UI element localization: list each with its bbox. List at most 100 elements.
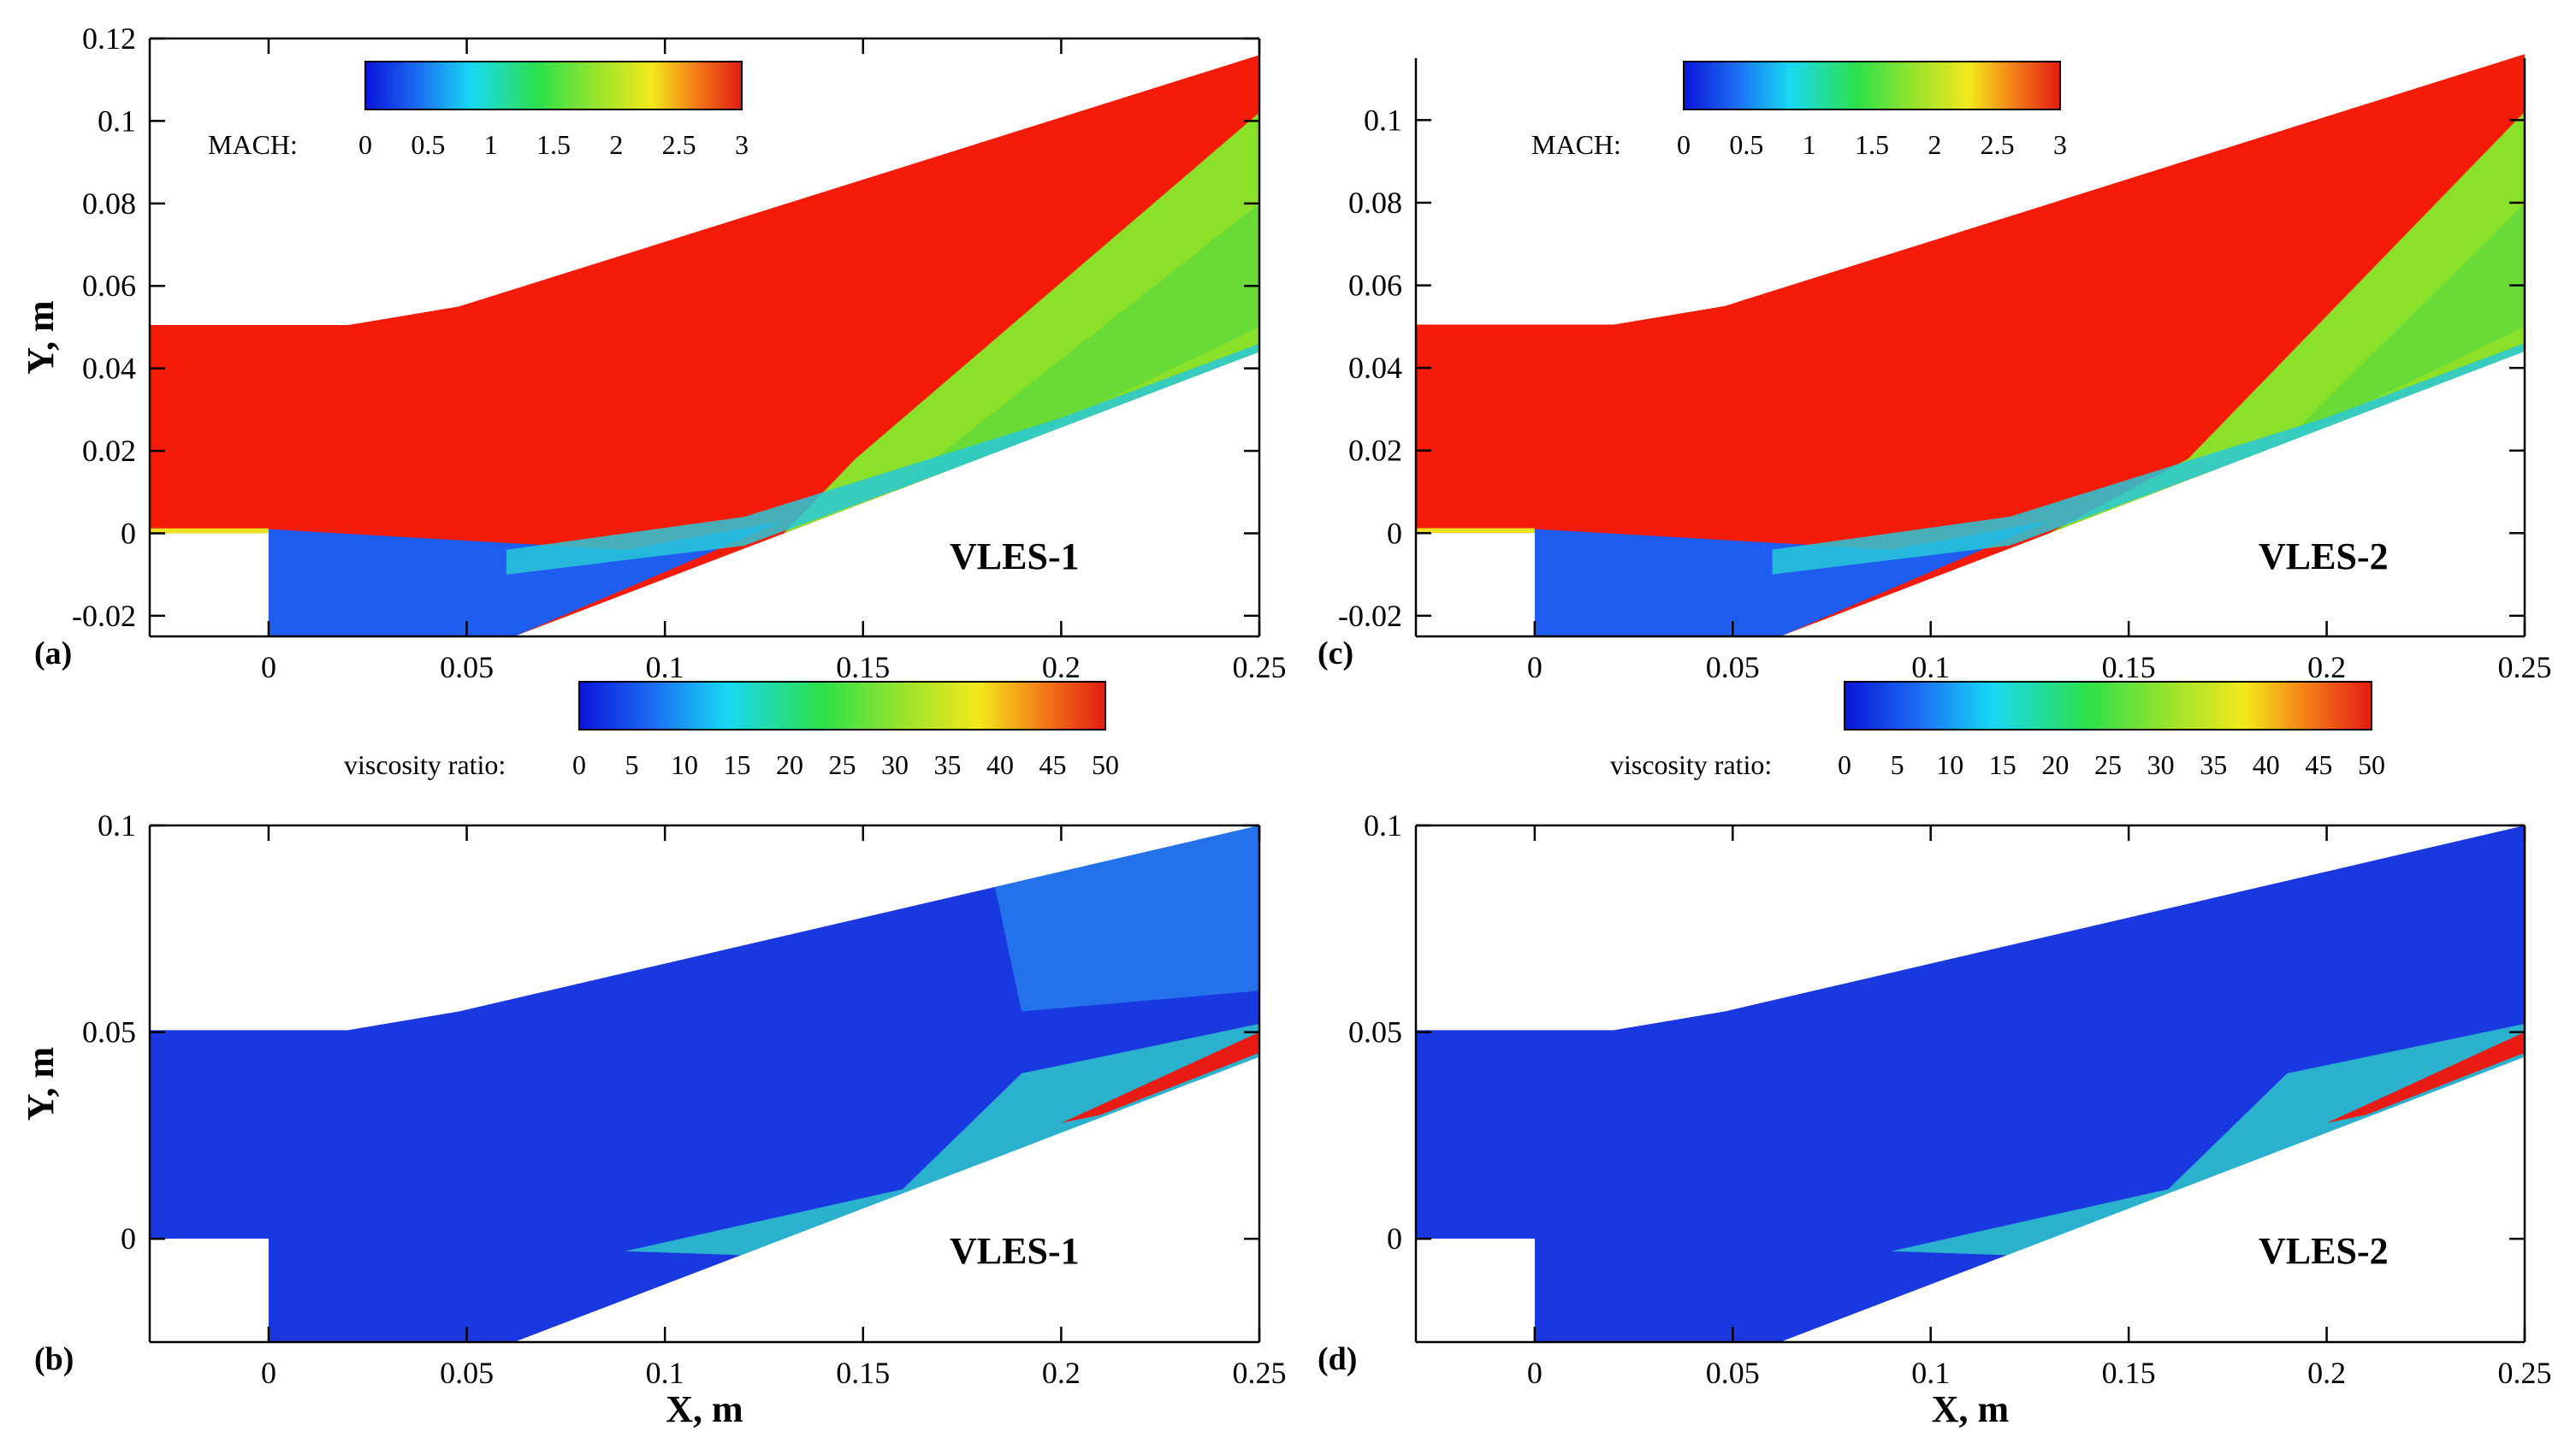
x-tick-label: 0 bbox=[261, 1356, 276, 1390]
contour-field bbox=[150, 55, 1259, 637]
x-tick-label: 0.1 bbox=[1911, 650, 1950, 684]
colorbar-tick-label: 40 bbox=[2253, 749, 2280, 780]
colorbar-tick-label: 20 bbox=[776, 749, 803, 780]
y-tick-label: 0.05 bbox=[82, 1015, 136, 1050]
x-tick-label: 0.15 bbox=[836, 1356, 890, 1390]
colorbar-tick-label: 1.5 bbox=[536, 129, 571, 160]
colorbar-tick-label: 0.5 bbox=[1729, 129, 1763, 160]
x-tick-label: 0 bbox=[261, 650, 276, 684]
y-tick-label: 0.06 bbox=[1348, 269, 1402, 303]
colorbar-tick-label: 2 bbox=[609, 129, 623, 160]
colorbar-tick-label: 5 bbox=[1891, 749, 1904, 780]
colorbar-label: viscosity ratio: bbox=[344, 749, 506, 780]
high-viscosity-region bbox=[1061, 1032, 1259, 1123]
post-shock-inner bbox=[2129, 203, 2525, 517]
y-tick-label: 0.04 bbox=[82, 352, 136, 386]
colorbar-tick-label: 30 bbox=[2147, 749, 2175, 780]
colorbar: MACH: 0 0.5 1 1.5 2 2.5 3 bbox=[1531, 61, 2067, 160]
inlet-boundary-layer bbox=[150, 528, 269, 534]
y-tick-label: 0.08 bbox=[1348, 186, 1402, 220]
colorbar-tick-label: 3 bbox=[2053, 129, 2067, 160]
colorbar-tick-label: 25 bbox=[829, 749, 856, 780]
x-tick-label: 0.25 bbox=[1233, 650, 1287, 684]
y-tick-label: 0.02 bbox=[82, 434, 136, 468]
post-shock-inner bbox=[862, 203, 1259, 518]
axes bbox=[1414, 58, 2526, 638]
x-tick-label: 0.15 bbox=[2102, 1356, 2156, 1390]
colorbar: viscosity ratio: 0 5 10 15 20 25 30 35 40 45 50 bbox=[1610, 681, 2385, 780]
colorbar: MACH: 0 0.5 1 1.5 2 2.5 3 bbox=[208, 61, 749, 160]
x-tick-label: 0.05 bbox=[1706, 650, 1760, 684]
colorbar-gradient bbox=[1683, 61, 2061, 110]
model-label: VLES-2 bbox=[2259, 535, 2389, 577]
turbulent-shear-layer bbox=[1891, 1023, 2525, 1256]
x-tick-label: 0.2 bbox=[1042, 1356, 1081, 1390]
axes bbox=[1414, 824, 2526, 1344]
y-tick-label: -0.02 bbox=[1338, 599, 1402, 633]
model-label: VLES-1 bbox=[950, 1230, 1080, 1272]
y-tick-label: 0.06 bbox=[82, 269, 136, 303]
post-shock-region bbox=[784, 112, 1259, 534]
contour-field bbox=[1416, 825, 2525, 1342]
model-label: VLES-1 bbox=[950, 535, 1080, 577]
panel-label: (b) bbox=[34, 1341, 74, 1377]
x-tick-label: 0.1 bbox=[646, 650, 684, 684]
y-tick-label: 0.05 bbox=[1348, 1015, 1402, 1050]
colorbar-tick-label: 1.5 bbox=[1855, 129, 1889, 160]
x-tick-label: 0 bbox=[1527, 650, 1543, 684]
x-tick-label: 0.2 bbox=[2307, 1356, 2346, 1390]
x-tick-label: 0.15 bbox=[2102, 650, 2156, 684]
shear-layer bbox=[506, 343, 1259, 575]
y-tick-label: -0.02 bbox=[72, 599, 136, 633]
axes bbox=[148, 37, 1261, 638]
panel-c: 0 0.05 0.1 0.15 0.2 0.25 -0.02 0 0.02 0.04 0.06 0.0… bbox=[1318, 54, 2552, 684]
panel-label: (c) bbox=[1318, 636, 1353, 671]
y-tick-label: 0 bbox=[1387, 516, 1402, 550]
colorbar-tick-label: 15 bbox=[1989, 749, 2016, 780]
colorbar-tick-label: 45 bbox=[1039, 749, 1067, 780]
x-tick-label: 0.05 bbox=[440, 1356, 494, 1390]
supersonic-region bbox=[1416, 54, 2525, 636]
colorbar-tick-label: 50 bbox=[1092, 749, 1119, 780]
x-tick-label: 0.25 bbox=[1233, 1356, 1287, 1390]
colorbar-tick-label: 0 bbox=[1677, 129, 1691, 160]
x-tick-label: 0.15 bbox=[836, 650, 890, 684]
colorbar-tick-label: 0 bbox=[572, 749, 586, 780]
x-tick-label: 0.25 bbox=[2498, 1356, 2552, 1390]
colorbar: viscosity ratio: 0 5 10 15 20 25 30 35 40 45 50 bbox=[344, 681, 1119, 780]
x-tick-label: 0.1 bbox=[1911, 1356, 1950, 1390]
colorbar-label: MACH: bbox=[208, 129, 298, 160]
axes bbox=[148, 824, 1261, 1344]
colorbar-tick-label: 10 bbox=[1936, 749, 1963, 780]
x-tick-label: 0.1 bbox=[646, 1356, 684, 1390]
x-axis-label: X, m bbox=[666, 1388, 743, 1430]
colorbar-gradient bbox=[578, 681, 1106, 730]
y-tick-label: 0.1 bbox=[98, 104, 136, 138]
colorbar-tick-label: 20 bbox=[2041, 749, 2069, 780]
colorbar-tick-label: 10 bbox=[671, 749, 698, 780]
colorbar-label: viscosity ratio: bbox=[1610, 749, 1772, 780]
colorbar-tick-label: 2.5 bbox=[1981, 129, 2015, 160]
colorbar-tick-label: 0.5 bbox=[411, 129, 445, 160]
y-tick-label: 0.02 bbox=[1348, 434, 1402, 468]
y-tick-label: 0 bbox=[121, 1221, 136, 1256]
colorbar-tick-label: 2 bbox=[1928, 129, 1941, 160]
panel-label: (d) bbox=[1318, 1341, 1357, 1377]
y-tick-label: 0 bbox=[121, 516, 136, 550]
y-tick-label: 0.1 bbox=[1364, 103, 1402, 137]
y-tick-label: 0.04 bbox=[1348, 351, 1402, 385]
freestream-region bbox=[150, 825, 1259, 1342]
x-tick-label: 0.25 bbox=[2498, 650, 2552, 684]
inlet-boundary-layer bbox=[1416, 528, 1535, 534]
contour-field bbox=[1416, 54, 2525, 636]
colorbar-tick-label: 30 bbox=[881, 749, 909, 780]
colorbar-tick-label: 1 bbox=[484, 129, 498, 160]
x-axis-label: X, m bbox=[1932, 1388, 2009, 1430]
shear-layer bbox=[1772, 343, 2525, 575]
panel-label: (a) bbox=[34, 636, 72, 671]
colorbar-tick-label: 45 bbox=[2305, 749, 2332, 780]
y-tick-label: 0 bbox=[1387, 1221, 1402, 1256]
colorbar-tick-label: 50 bbox=[2358, 749, 2385, 780]
colorbar-tick-label: 2.5 bbox=[662, 129, 696, 160]
